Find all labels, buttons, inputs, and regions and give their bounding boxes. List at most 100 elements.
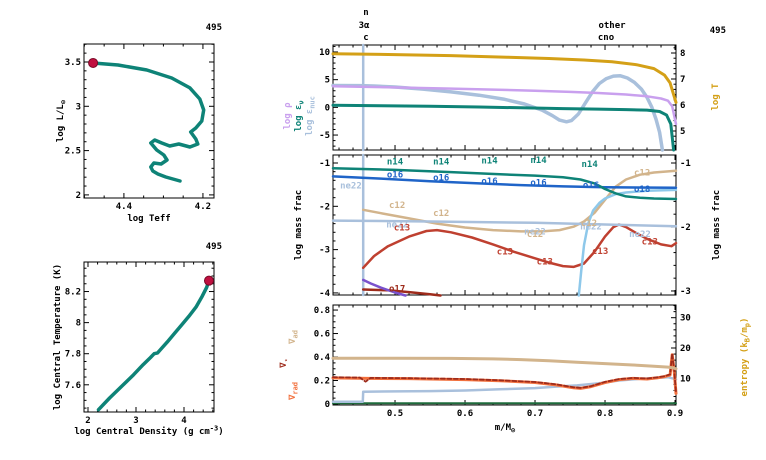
series-log-eps-nu xyxy=(331,103,676,152)
burn-zone-label-c: c xyxy=(363,33,368,43)
curve-label-c13: c13 xyxy=(592,247,608,257)
y-tick-label: -5 xyxy=(319,131,330,141)
series-n14 xyxy=(331,166,678,201)
x-tick-label: 4.2 xyxy=(195,202,211,212)
series-log-rho xyxy=(331,84,678,126)
curve-label-c12: c12 xyxy=(433,209,449,219)
hr-model-number-badge: 495 xyxy=(206,23,222,33)
y-tick-label: 0.8 xyxy=(314,306,330,316)
series-o18 xyxy=(577,188,678,297)
curve-label-ne22: ne22 xyxy=(580,223,602,233)
series-c13 xyxy=(361,223,678,270)
abundance-y2-axis-title: log mass frac xyxy=(712,190,722,260)
series-grad-ad xyxy=(331,356,678,371)
y-tick-label: -1 xyxy=(319,159,330,169)
series-tc-track xyxy=(96,278,211,412)
x-tick-label: 3 xyxy=(133,416,138,426)
y-tick-label: 5 xyxy=(325,76,330,86)
x-tick-label: 2 xyxy=(85,416,90,426)
series-o17 xyxy=(361,288,442,297)
y2-tick-label: -2 xyxy=(680,223,691,233)
hr-y-axis-title: log L/L⊙ xyxy=(56,100,68,142)
y-tick-label: 8.2 xyxy=(65,288,81,298)
curve-label-n14: n14 xyxy=(481,156,498,166)
y2-tick-label: 7 xyxy=(680,75,685,85)
curve-label-c13: c13 xyxy=(642,237,658,247)
profile-y2-axis-title: log T xyxy=(711,83,721,111)
y2-tick-label: 6 xyxy=(680,101,685,111)
curve-label-ne22: ne22 xyxy=(629,230,651,240)
curve-label-c13: c13 xyxy=(497,247,513,257)
hr-frame xyxy=(83,43,215,199)
y-tick-label: 0.4 xyxy=(314,353,331,363)
panel-abundance: -1 -2 -3 -4 -1 -2 -3 n14 n14 n14 n14 n14 o16 o16 o16 o1… xyxy=(294,153,722,299)
burn-zone-label-other: other xyxy=(598,21,626,31)
y-tick-label: -4 xyxy=(319,289,330,299)
curve-label-n14: n14 xyxy=(581,160,598,170)
y-tick-label: 2 xyxy=(76,191,81,201)
tc-rho-y-axis-title: log Central Temperature (K) xyxy=(53,264,63,410)
tc-rho-model-number-badge: 495 xyxy=(206,242,222,252)
curve-label-n14: n14 xyxy=(387,157,404,167)
curve-label-o17: o17 xyxy=(389,285,405,295)
x-tick-label: 0.5 xyxy=(387,409,403,419)
gradients-side-label-2: ∇rad xyxy=(288,382,300,401)
burn-zone-label-n: n xyxy=(363,8,368,18)
panel-hr: 4.4 4.2 3.5 3 2.5 2 log Teff log L/L⊙ 495 xyxy=(56,23,222,224)
series-o16 xyxy=(331,175,678,189)
y-tick-label: 0.6 xyxy=(314,330,330,340)
gradients-x-axis-title: m/M⊙ xyxy=(495,423,515,435)
y-tick-label: 2.5 xyxy=(65,147,81,157)
gradients-side-label-1: ∇⋆ xyxy=(279,358,291,369)
y-tick-label: 0.2 xyxy=(314,377,330,387)
y-tick-label: 0 xyxy=(325,103,330,113)
curve-label-o18: o18 xyxy=(634,185,650,195)
x-tick-label: 0.6 xyxy=(457,409,473,419)
profile-frame xyxy=(332,44,677,151)
curve-label-n14: n14 xyxy=(433,157,450,167)
gradients-side-label-0: ∇ad xyxy=(288,330,300,345)
y-tick-label: 3 xyxy=(76,102,81,112)
panel-tc-rho: 2 3 4 8.2 8 7.8 7.6 log Central Density (g cm-3… xyxy=(53,242,224,437)
hr-x-axis-title: log Teff xyxy=(127,214,170,224)
curve-label-c13: c13 xyxy=(394,224,410,234)
y2-tick-label: 20 xyxy=(680,344,691,354)
curve-label-o16: o16 xyxy=(387,171,403,181)
curve-label-c12: c12 xyxy=(527,230,543,240)
profile-side-label-1: log εν xyxy=(294,100,306,131)
gradients-frame xyxy=(332,304,677,406)
series-log-eps-nuc xyxy=(331,74,665,152)
tc-rho-frame xyxy=(83,261,215,413)
series-mg24 xyxy=(361,278,407,297)
burn-zone-label-3α: 3α xyxy=(359,21,370,31)
series-ne22 xyxy=(331,219,678,228)
curve-label-c13: c13 xyxy=(537,258,553,268)
profile-side-label-2: log εnuc xyxy=(305,96,317,136)
x-tick-label: 0.7 xyxy=(527,409,543,419)
y2-tick-label: 8 xyxy=(680,49,685,59)
current-model-dot xyxy=(203,275,214,286)
curve-label-o16: o16 xyxy=(481,177,497,187)
curve-label-c12: c12 xyxy=(581,219,597,229)
y2-tick-label: 5 xyxy=(680,127,685,137)
series-log-T xyxy=(331,52,678,104)
curve-label-ne22: ne22 xyxy=(524,227,546,237)
y2-tick-label: 30 xyxy=(680,314,691,324)
y-tick-label: 3.5 xyxy=(65,58,81,68)
y2-tick-label: -1 xyxy=(680,159,691,169)
x-tick-label: 4.4 xyxy=(116,202,133,212)
curve-label-o16: o16 xyxy=(583,181,599,191)
profile-model-number-badge: 495 xyxy=(710,26,726,36)
y-tick-label: 0 xyxy=(325,400,330,410)
abundance-y-axis-title: log mass frac xyxy=(294,190,304,260)
x-tick-label: 4 xyxy=(181,416,187,426)
panel-gradients: 0.5 0.6 0.7 0.8 0.9 0.8 0.6 0.4 0.2 0 30 20 10 m/M⊙ en… xyxy=(279,304,752,435)
y2-tick-label: 10 xyxy=(680,374,691,384)
current-model-dot xyxy=(88,57,99,68)
series-grad-star xyxy=(332,352,677,394)
y-tick-label: 7.6 xyxy=(65,381,81,391)
y-tick-label: 10 xyxy=(319,48,330,58)
y-tick-label: -3 xyxy=(319,246,330,256)
